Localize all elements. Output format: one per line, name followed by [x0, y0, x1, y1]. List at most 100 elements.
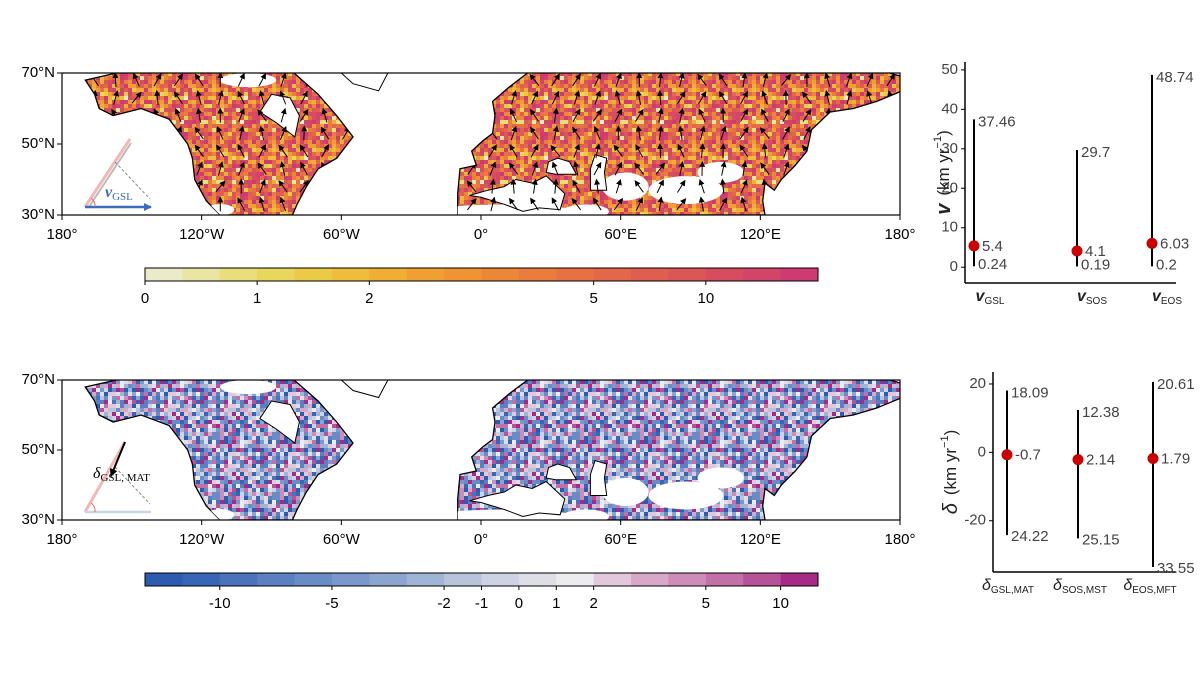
colorbar-tick-label: -2 — [437, 595, 450, 612]
vector-arrow — [384, 179, 392, 194]
vector-arrow — [864, 180, 875, 193]
category-symbol: δ — [982, 577, 992, 594]
vector-arrow — [404, 180, 414, 193]
vector-arrow — [343, 178, 350, 194]
vector-arrow — [425, 109, 435, 122]
vector-arrow — [447, 107, 454, 123]
vector-arrow — [760, 162, 770, 175]
y-tick-label: 70°N — [21, 64, 55, 81]
vector-arrow — [406, 107, 413, 123]
mean-point — [1146, 237, 1158, 249]
vector-arrow — [573, 143, 580, 158]
legend-angle — [90, 197, 96, 208]
y-tick-label: 50°N — [21, 441, 55, 458]
colorbar-bin — [556, 268, 595, 281]
y-axis-unit: (km yr — [934, 148, 953, 196]
vector-arrow — [551, 73, 560, 87]
vector-arrow — [280, 107, 287, 123]
vector-arrow — [678, 160, 685, 176]
vector-arrow — [888, 196, 895, 212]
colorbar-tick-label: 1 — [253, 290, 261, 307]
vector-arrow — [153, 73, 162, 87]
vector-arrow — [845, 125, 852, 141]
vector-arrow — [489, 161, 497, 176]
vector-arrow — [887, 143, 895, 158]
vector-arrow — [824, 90, 831, 105]
vector-arrow — [510, 178, 517, 194]
category-subscript: EOS,MFT — [1132, 585, 1176, 596]
vector-arrow — [635, 144, 644, 158]
y-tick-label: 20 — [941, 179, 958, 196]
legend-symbol: δ — [93, 465, 101, 482]
legend-label: δGSL, MAT — [93, 465, 150, 484]
map-panel — [84, 380, 900, 520]
land — [84, 380, 354, 520]
vector-arrow — [173, 91, 183, 104]
vector-arrow — [762, 73, 769, 88]
vector-arrow — [362, 91, 372, 104]
vector-arrow — [615, 73, 622, 87]
colorbar-bin — [668, 268, 707, 281]
vector-arrow — [196, 107, 202, 123]
vector-arrow — [195, 197, 203, 211]
vector-arrow — [194, 144, 204, 158]
vector-arrow — [615, 178, 622, 194]
vector-arrow — [321, 107, 328, 123]
vector-arrow — [175, 178, 182, 194]
vector-arrow — [823, 162, 833, 175]
colorbar-tick-label: 10 — [697, 290, 714, 307]
vector-arrow — [594, 143, 601, 159]
vector-arrow — [279, 161, 286, 176]
vector-arrow — [216, 144, 225, 158]
y-tick-label: 30 — [941, 140, 958, 157]
vector-arrow — [174, 108, 182, 123]
vector-arrow — [217, 161, 224, 176]
x-tick-label: 60°W — [323, 531, 361, 548]
vector-arrow — [363, 178, 370, 194]
vector-arrow — [656, 179, 664, 194]
vector-arrow — [91, 108, 98, 123]
mean-point — [1147, 452, 1159, 464]
colorbar-bin — [257, 573, 296, 586]
vector-arrow — [238, 108, 245, 123]
min-label: 0.19 — [1081, 256, 1110, 273]
vector-arrow — [237, 197, 245, 211]
vector-arrow — [510, 108, 518, 123]
colorbar-bin — [705, 573, 744, 586]
vector-arrow — [405, 161, 412, 176]
no-data — [602, 172, 649, 201]
vector-arrow — [447, 197, 455, 211]
y-tick-label: 10 — [941, 219, 958, 236]
vector-arrow — [152, 180, 163, 193]
x-tick-label: δGSL,MAT — [982, 577, 1034, 595]
vector-arrow — [550, 144, 561, 157]
vector-arrow — [678, 73, 685, 88]
vector-arrow — [846, 143, 853, 158]
y-tick-label: 30°N — [21, 511, 55, 528]
legend-symbol: v — [105, 184, 113, 201]
vector-arrow — [781, 73, 792, 86]
colorbar-tick-label: 0 — [515, 595, 523, 612]
vector-arrow — [531, 90, 539, 105]
no-data — [648, 481, 724, 510]
vector-arrow — [635, 89, 642, 105]
colorbar-bin — [331, 268, 370, 281]
category-subscript: GSL,MAT — [991, 585, 1034, 596]
colorbar-bin — [406, 573, 445, 586]
colorbar-bin — [369, 573, 408, 586]
vector-arrow — [279, 90, 287, 105]
x-tick-label: vSOS — [1077, 288, 1107, 306]
vector-arrow — [279, 196, 286, 212]
vector-arrow — [466, 180, 477, 193]
vector-arrow — [655, 162, 666, 175]
max-label: 37.46 — [978, 113, 1016, 130]
colorbar-bin — [743, 573, 782, 586]
vector-arrow — [426, 73, 434, 87]
x-tick-label: δEOS,MFT — [1123, 577, 1176, 595]
water — [545, 463, 578, 481]
vector-arrow — [529, 73, 540, 86]
mean-label: 1.79 — [1161, 450, 1190, 467]
x-tick-label: 60°W — [323, 226, 361, 243]
vector-arrow — [677, 143, 685, 158]
